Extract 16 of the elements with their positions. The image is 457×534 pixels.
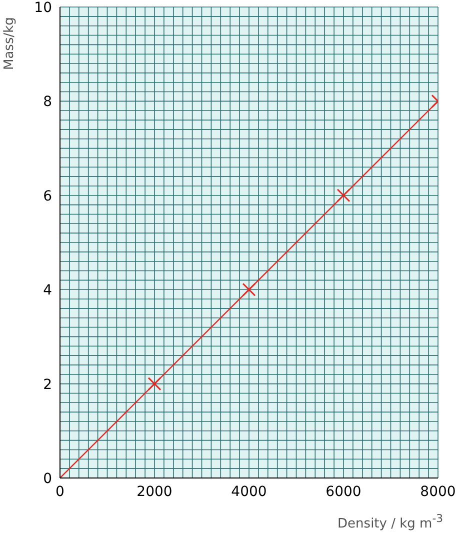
y-axis-title: Mass/kg: [2, 17, 17, 70]
y-tick-label: 4: [43, 282, 52, 299]
x-tick-label: 2000: [136, 484, 172, 500]
y-tick-label: 10: [34, 0, 52, 16]
x-tick-label: 6000: [326, 484, 362, 500]
y-tick-label: 0: [43, 470, 52, 487]
x-tick-label: 0: [56, 484, 64, 500]
y-tick-label: 6: [43, 188, 52, 204]
point: [242, 282, 256, 296]
x-axis-title: Density / kg m$^{-3}$: [338, 512, 443, 532]
y-tick-label: 2: [43, 376, 52, 393]
y-tick-label: 8: [43, 94, 52, 110]
point: [148, 377, 162, 391]
point: [336, 188, 350, 202]
x-tick-label: 4000: [231, 484, 267, 500]
x-tick-label: 8000: [420, 484, 456, 500]
